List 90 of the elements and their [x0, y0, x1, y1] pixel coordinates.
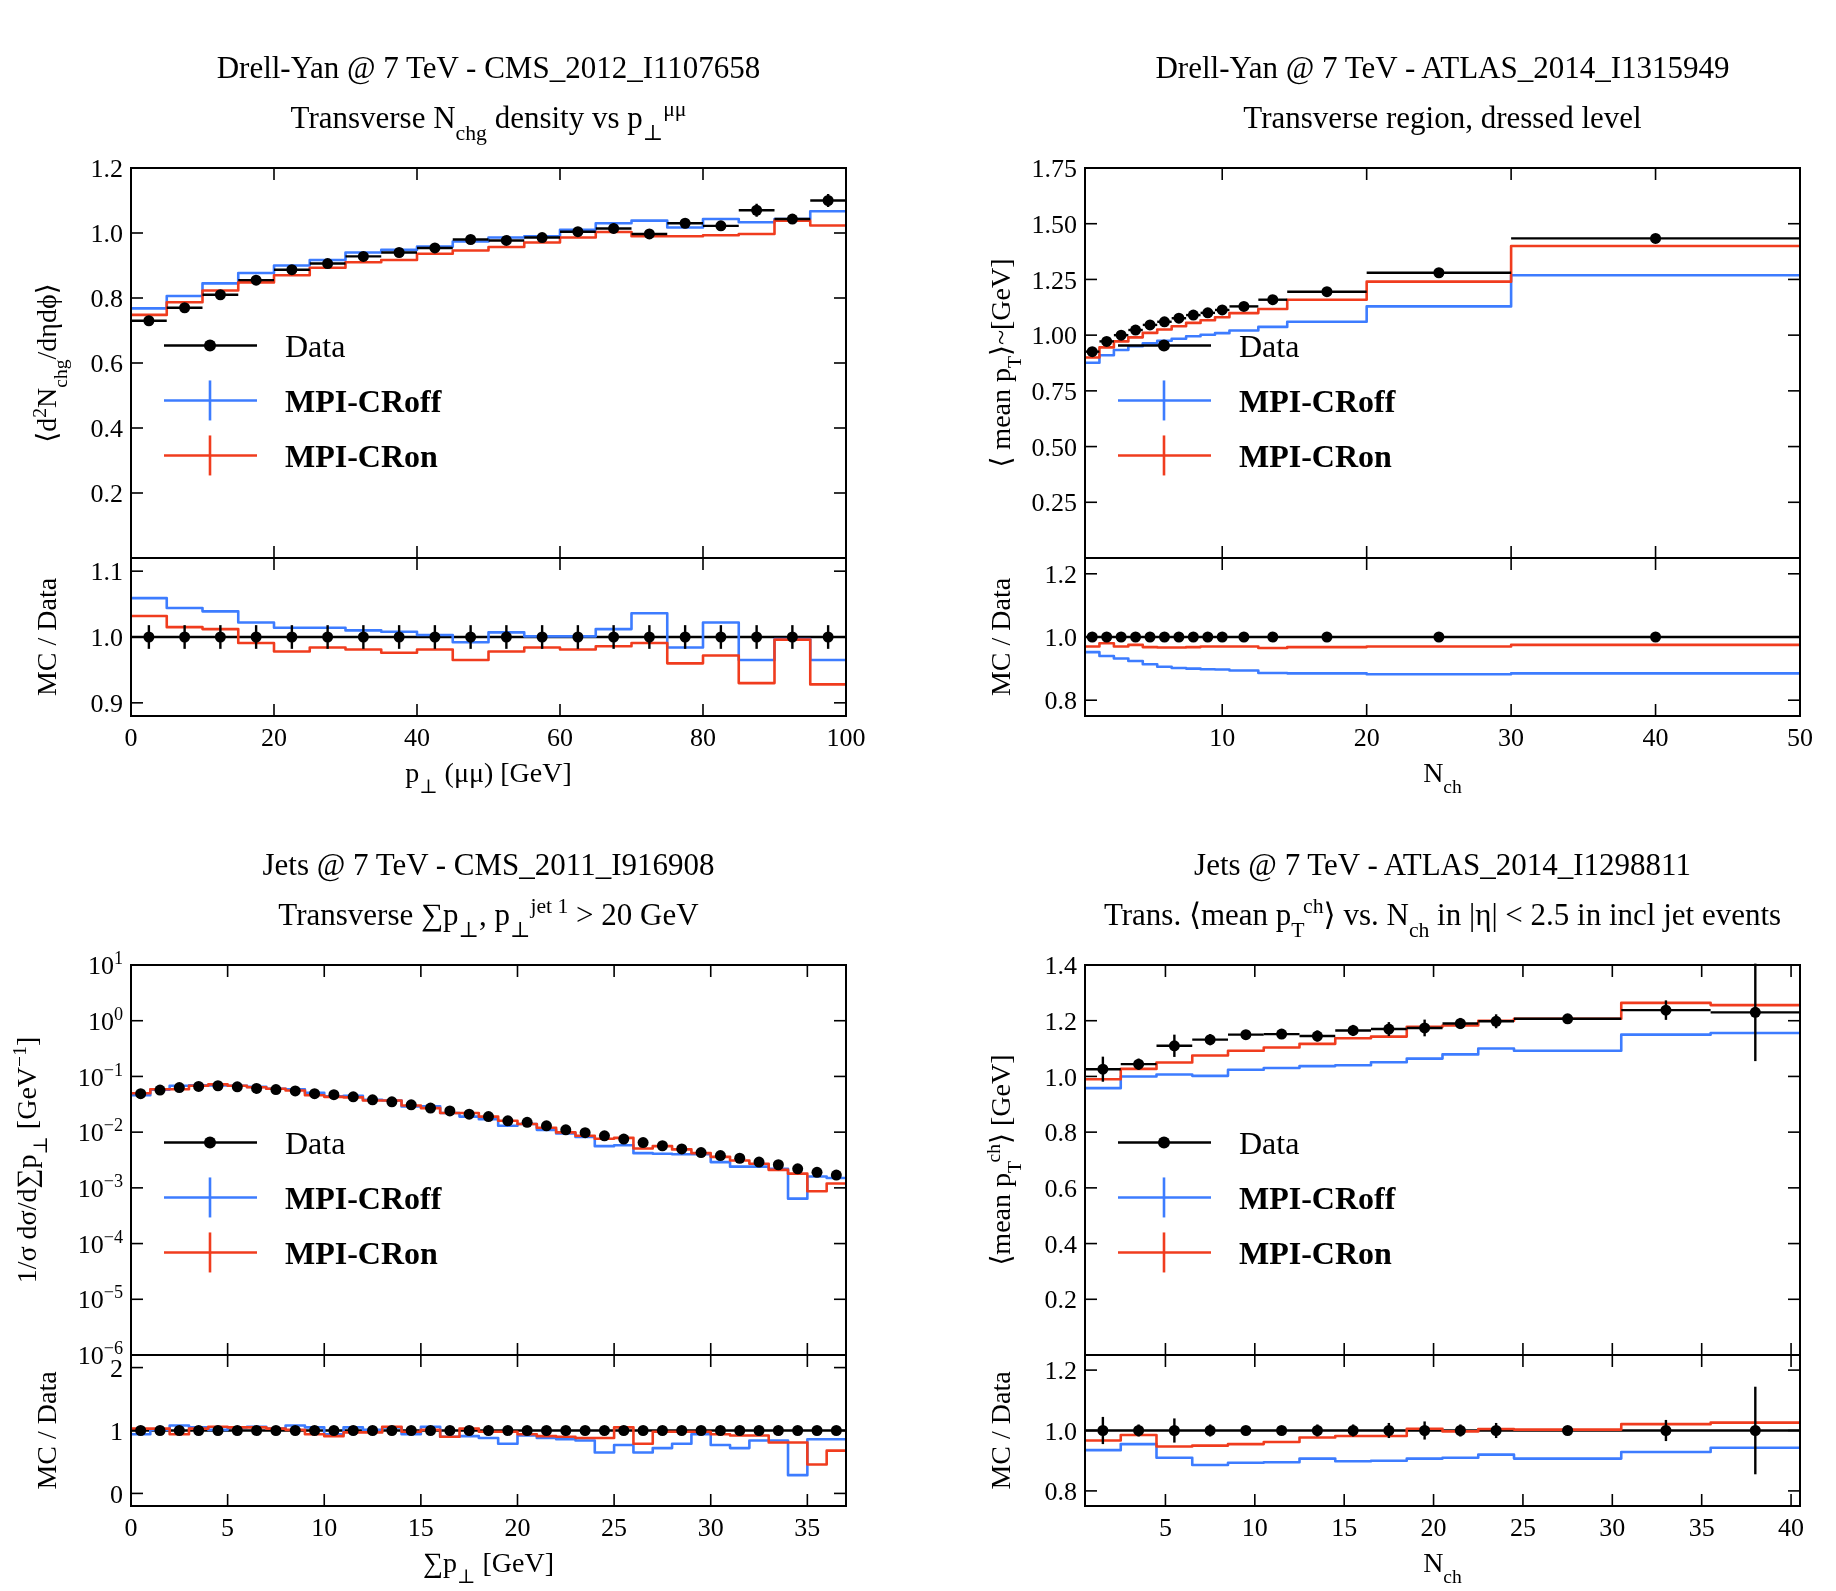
y-tick-label: 1.00	[1031, 321, 1077, 351]
legend-label: MPI-CRoff	[285, 382, 442, 419]
y-tick-label: 1.2	[90, 154, 123, 184]
x-tick-label: 25	[1509, 1513, 1536, 1542]
y-tick-label: 1.1	[90, 557, 123, 587]
x-tick-label: 25	[601, 1513, 628, 1542]
y-tick-label: 1.75	[1031, 154, 1077, 184]
x-tick-label: 35	[794, 1513, 821, 1542]
legend-label: Data	[285, 1124, 346, 1161]
x-tick-label: 40	[1642, 723, 1669, 752]
y-axis-title: MC / Data	[31, 577, 62, 697]
y-axis-title: MC / Data	[31, 1370, 62, 1490]
y-tick-label: 1	[110, 1416, 123, 1446]
y-tick-label: 0.50	[1031, 432, 1077, 462]
chart-title: Drell-Yan @ 7 TeV - CMS_2012_I1107658	[216, 50, 761, 85]
y-tick-label: 0.6	[90, 349, 123, 379]
y-tick-label: 1.4	[1044, 951, 1077, 981]
chart-title: Drell-Yan @ 7 TeV - ATLAS_2014_I1315949	[1155, 50, 1730, 85]
y-tick-label: 10$^{−4}$	[77, 1226, 123, 1259]
chart-subtitle: Trans. ⟨mean p$_{T}$$^{ch}$⟩ vs. N$_{ch}$ in |η| < 2.5 in incl jet events	[1103, 894, 1782, 942]
x-tick-label: 35	[1688, 1513, 1715, 1542]
y-tick-label: 1.0	[90, 623, 123, 653]
y-tick-label: 0.8	[1044, 1477, 1077, 1506]
y-tick-label: 10$^{−5}$	[77, 1282, 123, 1315]
y-axis-title: MC / Data	[985, 577, 1016, 697]
x-tick-label: 30	[697, 1513, 724, 1542]
y-tick-label: 1.2	[1044, 559, 1077, 589]
y-tick-label: 0.75	[1031, 376, 1077, 406]
x-tick-label: 80	[690, 723, 716, 752]
legend-label: MPI-CRon	[285, 437, 439, 474]
y-tick-label: 1.50	[1031, 209, 1077, 239]
x-tick-label: 15	[1331, 1513, 1358, 1542]
y-tick-label: 1.2	[1044, 1006, 1077, 1036]
x-tick-label: 5	[221, 1513, 235, 1542]
chart-title: Jets @ 7 TeV - CMS_2011_I916908	[262, 847, 715, 882]
y-tick-label: 0.9	[90, 688, 123, 718]
legend-label: MPI-CRon	[285, 1234, 439, 1271]
x-tick-label: 10	[311, 1513, 338, 1542]
x-tick-label: 10	[1209, 723, 1236, 752]
y-tick-label: 0.2	[90, 479, 123, 509]
y-tick-label: 10$^{−1}$	[77, 1059, 123, 1092]
x-axis-title: ∑p$_{⊥}$ [GeV]	[423, 1547, 554, 1587]
legend-label: MPI-CRoff	[1239, 382, 1396, 419]
chart-subtitle: Transverse ∑p$_{⊥}$, p$_{⊥}$$^{jet 1}$ > 20 GeV	[278, 894, 700, 942]
y-tick-label: 0.6	[1044, 1173, 1077, 1203]
y-axis-title: MC / Data	[985, 1370, 1016, 1490]
y-tick-label: 10$^{−2}$	[77, 1115, 123, 1148]
x-tick-label: 20	[1420, 1513, 1447, 1542]
y-tick-label: 10$^{−3}$	[77, 1170, 123, 1203]
y-tick-label: 1.0	[1044, 1062, 1077, 1092]
legend-label: MPI-CRoff	[285, 1179, 442, 1216]
legend-label: MPI-CRon	[1239, 1234, 1393, 1271]
x-tick-label: 50	[1787, 723, 1813, 752]
x-tick-label: 40	[1778, 1513, 1805, 1542]
x-tick-label: 20	[504, 1513, 531, 1542]
y-tick-label: 1.2	[1044, 1356, 1077, 1386]
y-tick-label: 0.8	[1044, 1118, 1077, 1148]
chart-subtitle: Transverse region, dressed level	[1243, 100, 1642, 135]
y-tick-label: 10$^{1}$	[87, 948, 123, 981]
x-tick-label: 30	[1599, 1513, 1626, 1542]
x-tick-label: 15	[407, 1513, 434, 1542]
x-tick-label: 20	[261, 723, 287, 752]
y-tick-label: 0.8	[90, 284, 123, 314]
legend-label: Data	[285, 327, 346, 364]
x-tick-label: 100	[826, 723, 866, 752]
y-tick-label: 0.4	[90, 414, 123, 444]
y-tick-label: 1.25	[1031, 265, 1077, 295]
y-tick-label: 1.0	[1044, 623, 1077, 653]
y-tick-label: 10$^{0}$	[87, 1003, 123, 1036]
x-tick-label: 30	[1498, 723, 1525, 752]
chart-title: Jets @ 7 TeV - ATLAS_2014_I1298811	[1194, 847, 1691, 882]
x-tick-label: 60	[547, 723, 573, 752]
x-axis-title: N$_{ch}$	[1423, 1547, 1463, 1587]
x-axis-title: p$_{⊥}$ (μμ) [GeV]	[405, 757, 572, 797]
x-tick-label: 5	[1158, 1513, 1172, 1542]
y-tick-label: 0.25	[1031, 488, 1077, 518]
y-tick-label: 0.8	[1044, 686, 1077, 716]
legend-label: Data	[1239, 327, 1300, 364]
legend-label: Data	[1239, 1124, 1300, 1161]
legend-label: MPI-CRoff	[1239, 1179, 1396, 1216]
y-tick-label: 1.0	[1044, 1416, 1077, 1446]
x-axis-title: N$_{ch}$	[1423, 757, 1463, 797]
x-tick-label: 10	[1241, 1513, 1268, 1542]
y-tick-label: 0.4	[1044, 1229, 1077, 1259]
x-tick-label: 40	[404, 723, 430, 752]
legend-label: MPI-CRon	[1239, 437, 1393, 474]
x-tick-label: 20	[1353, 723, 1380, 752]
y-tick-label: 0.2	[1044, 1285, 1077, 1315]
y-tick-label: 1.0	[90, 219, 123, 249]
y-tick-label: 0	[110, 1479, 123, 1509]
